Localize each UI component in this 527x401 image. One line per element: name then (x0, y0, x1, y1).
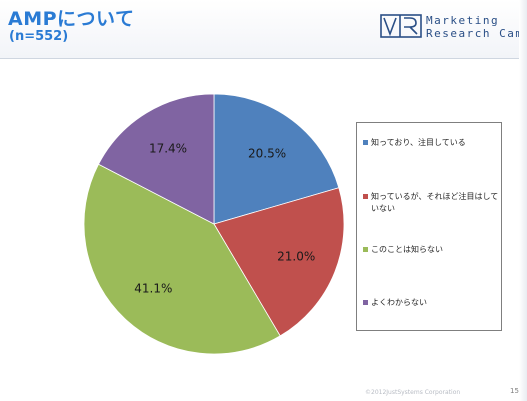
pie-slice-label-3: 17.4% (149, 142, 187, 156)
legend-swatch-2 (363, 247, 368, 252)
pie-slice-label-2: 41.1% (134, 281, 172, 295)
legend-item-1: 知っているが、それほど注目はしていない (363, 191, 499, 215)
legend-item-2: このことは知らない (363, 244, 499, 256)
page-number: 15 (510, 387, 519, 395)
pie-slice-1 (213, 187, 345, 337)
sample-size-label: (n=552) (9, 29, 69, 44)
legend-label-1: 知っているが、それほど注目はしていない (371, 192, 499, 213)
brand-logo: Marketing Research Camp (380, 14, 527, 42)
legend-label-0: 知っており、注目している (371, 138, 466, 147)
vr-logo-icon (380, 14, 422, 38)
legend-swatch-3 (363, 300, 368, 305)
pie-slice-3 (98, 93, 215, 225)
pie-slice-0 (213, 93, 340, 225)
legend-item-0: 知っており、注目している (363, 137, 499, 149)
logo-text-line1: Marketing (426, 14, 500, 27)
slide-edge-shadow (519, 0, 527, 401)
logo-text-line2: Research Camp (426, 27, 527, 40)
pie-slice-label-0: 20.5% (248, 146, 286, 160)
legend-label-3: よくわからない (371, 298, 427, 307)
slide-title: AMPについて (8, 8, 135, 30)
legend-swatch-1 (363, 194, 368, 199)
pie-slice-2 (83, 163, 281, 355)
legend-item-3: よくわからない (363, 297, 499, 309)
legend-swatch-0 (363, 140, 368, 145)
chart-legend: 知っており、注目している知っているが、それほど注目はしていないこのことは知らない… (356, 122, 502, 331)
legend-label-2: このことは知らない (371, 245, 443, 254)
pie-slice-label-1: 21.0% (277, 250, 315, 264)
header-divider (0, 58, 527, 59)
copyright-text: ©2012JustSystems Corporation (365, 389, 461, 396)
slide-header: AMPについて (n=552) Marketing Research Camp (0, 0, 527, 58)
